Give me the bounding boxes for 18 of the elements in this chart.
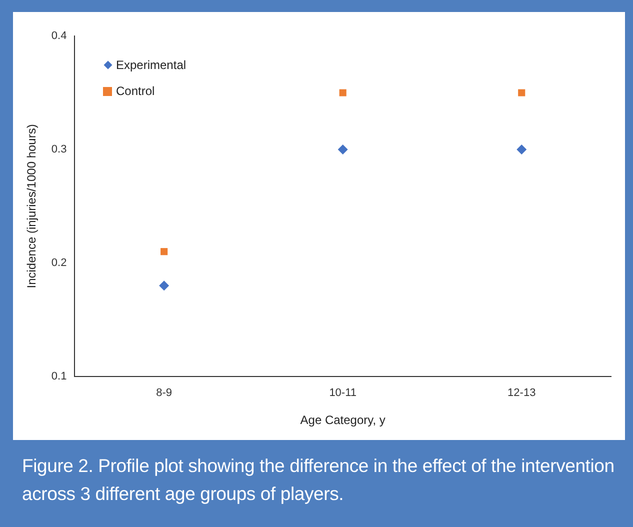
legend-label: Experimental [116,58,186,72]
point [338,144,348,154]
x-tick-label: 12-13 [508,387,536,400]
caption: Figure 2. Profile plot showing the difference in the effect of the intervention across 3 different age groups of players. [22,454,616,506]
y-tick-label: 0.4 [51,30,67,42]
point [339,89,346,96]
x-axis-title: Age Category, y [300,413,386,428]
point [518,89,526,96]
x-tick-label: 10-11 [329,387,357,400]
y-tick-label: 0.2 [51,256,67,269]
y-tick-label: 0.3 [51,144,67,156]
point [159,280,170,291]
y-tick-label: 0.1 [51,370,67,382]
point [160,248,168,256]
point [516,144,527,154]
y-axis-title: Incidence (injuries/1000 hours) [24,124,39,288]
x-tick-label: 8-9 [156,387,172,400]
legend-label: Control [116,84,155,98]
